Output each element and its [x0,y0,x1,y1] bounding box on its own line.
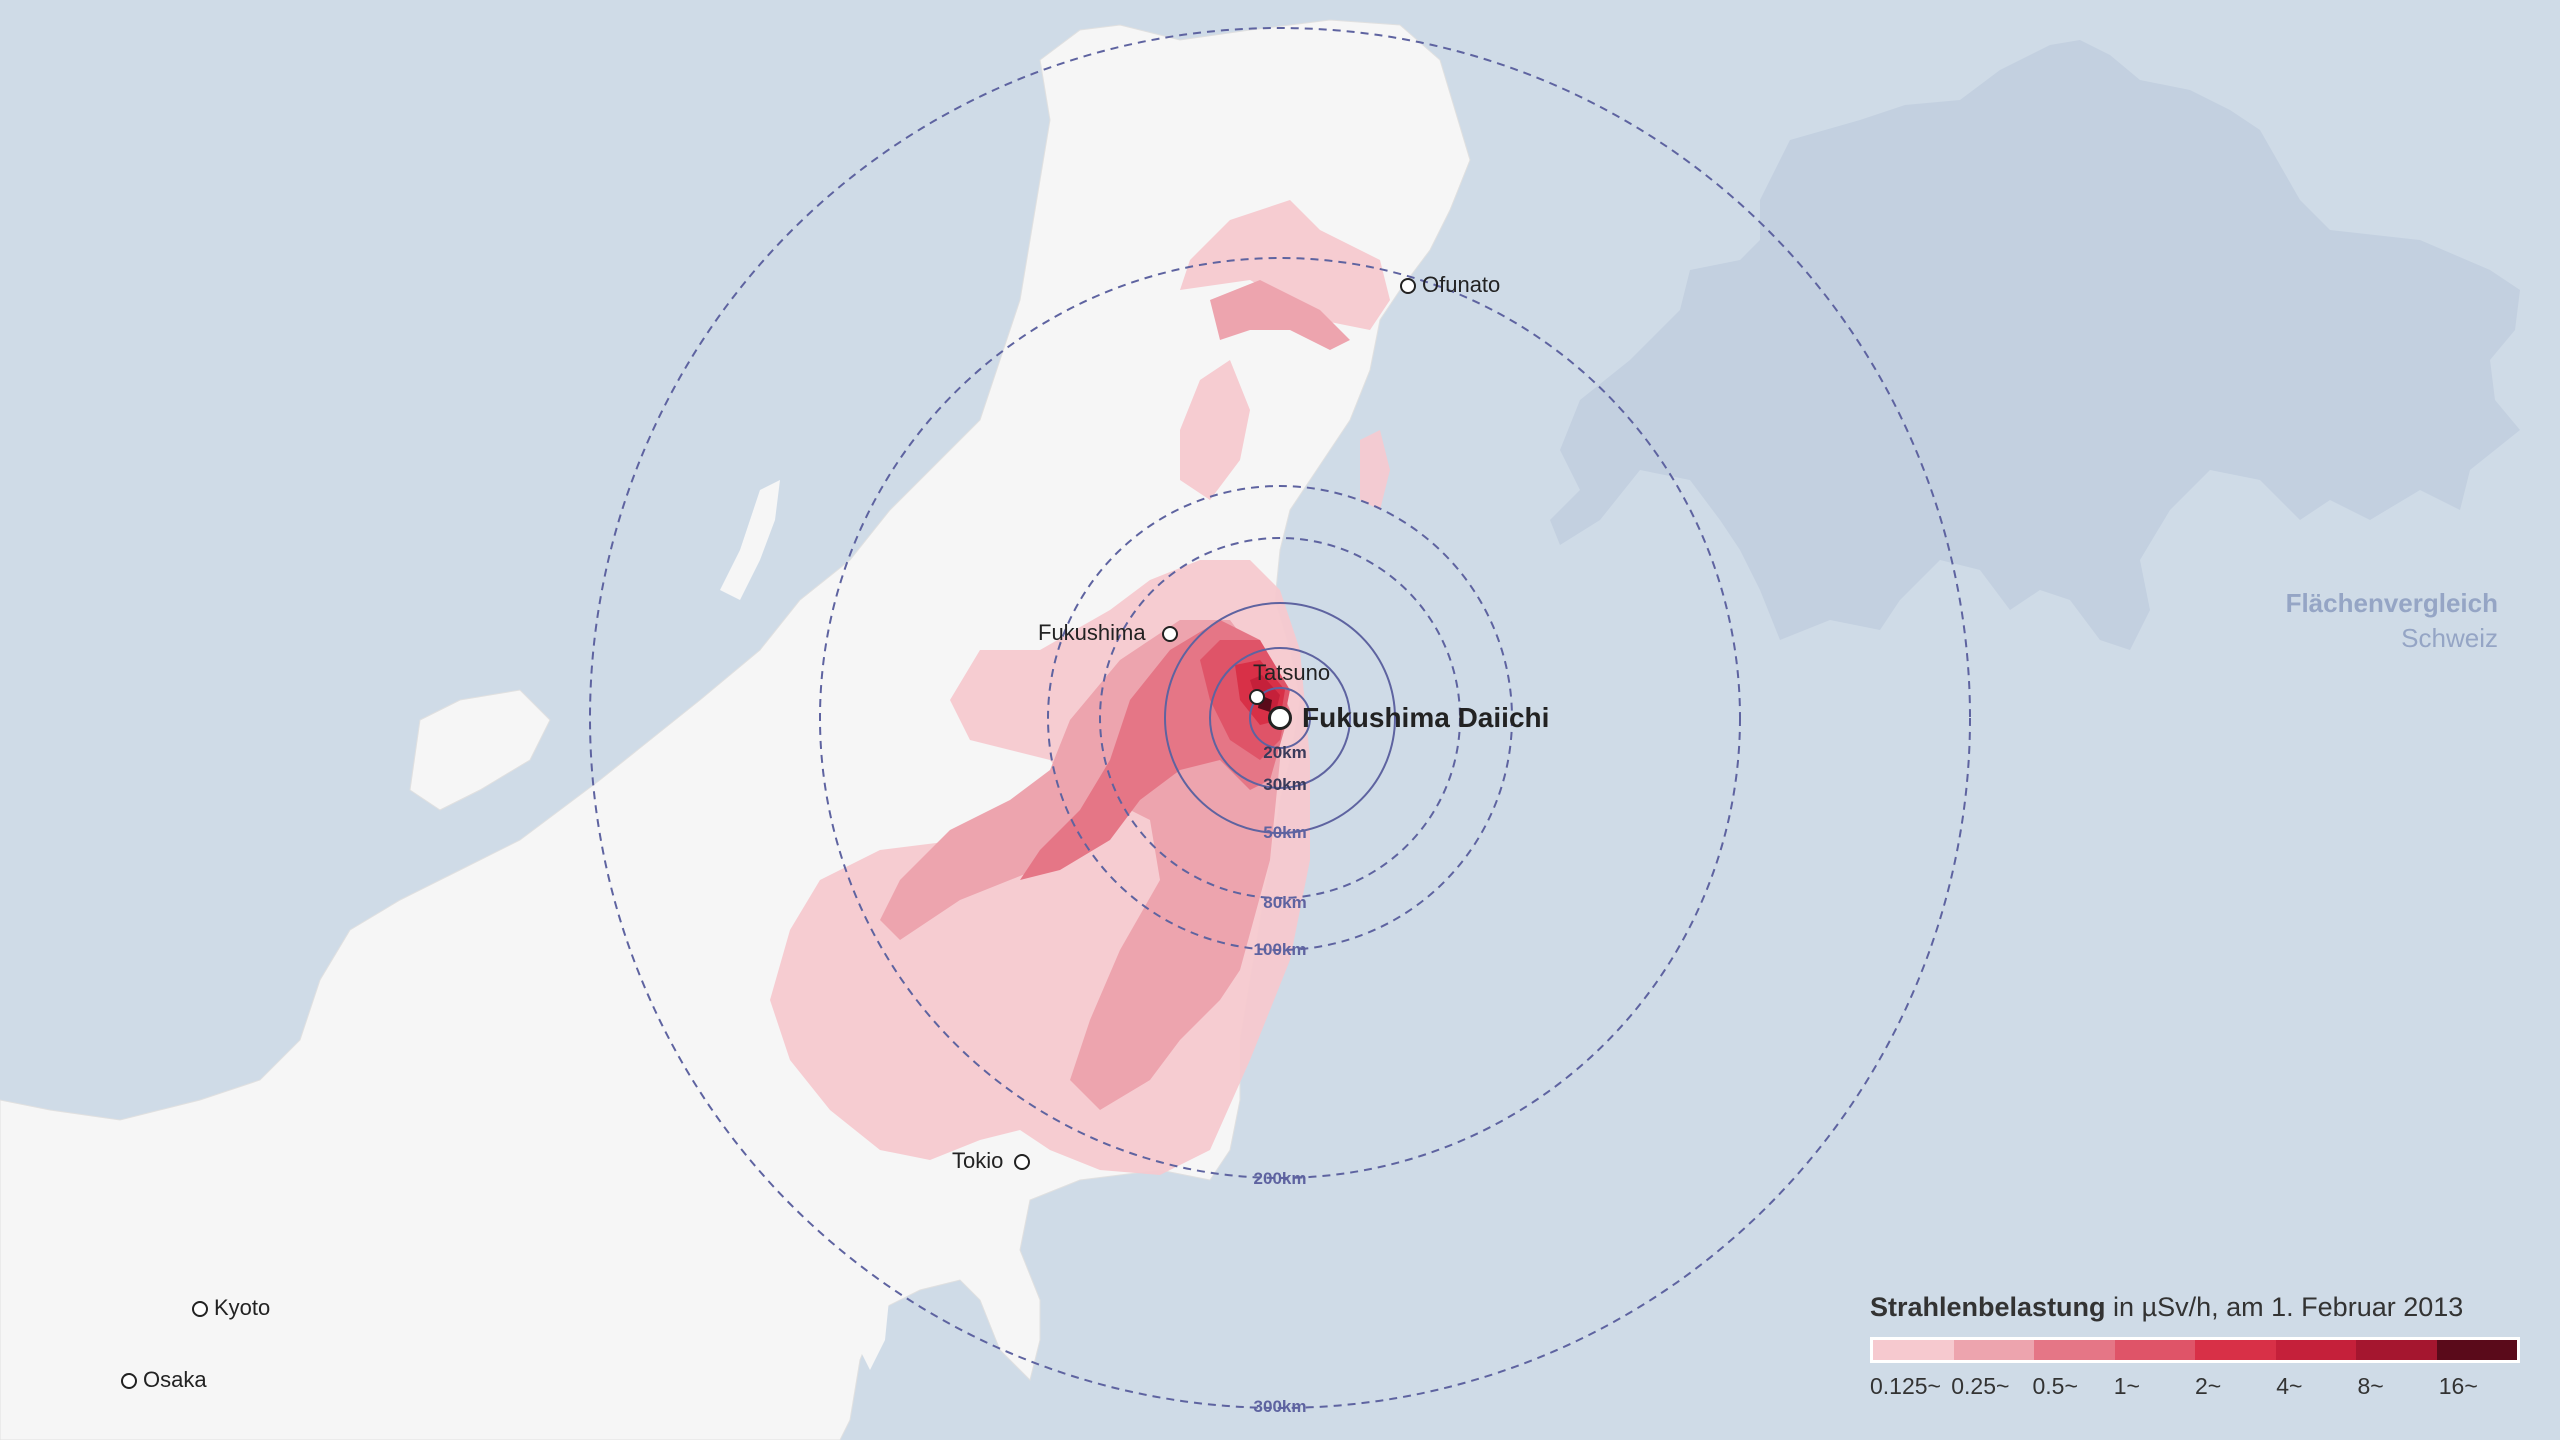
ring-label-80km: 80km [1263,893,1307,912]
ring-300km [589,27,1971,1409]
switzerland-shape [1550,40,2520,650]
legend-color-bar [1870,1337,2520,1363]
legend-title-bold: Strahlenbelastung [1870,1292,2106,1322]
legend-tick-label: 8~ [2357,1373,2384,1399]
fukushima-marker [1162,626,1178,642]
legend-swatch [2436,1340,2517,1360]
kyoto-label: Kyoto [214,1295,271,1320]
legend: Strahlenbelastung in µSv/h, am 1. Februa… [1870,1292,2520,1400]
legend-swatch [2275,1340,2356,1360]
ring-200km [819,257,1741,1179]
tatsuno-label: Tatsuno [1253,660,1331,685]
comparison-title: Flächenvergleich [2285,588,2498,618]
legend-tick-label: 2~ [2195,1373,2222,1399]
legend-swatch [2114,1340,2195,1360]
ring-label-100km: 100km [1253,940,1307,959]
tokio-marker [1014,1154,1030,1170]
ring-20km [1249,687,1311,749]
legend-tick-label: 4~ [2276,1373,2303,1399]
legend-tick-label: 0.5~ [2032,1373,2078,1399]
izu-peninsula [855,1290,890,1370]
ring-50km [1164,602,1396,834]
legend-tick-label: 1~ [2113,1373,2140,1399]
distance-rings [589,27,1971,1409]
legend-swatch [2356,1340,2437,1360]
legend-tick-label: 16~ [2438,1373,2478,1399]
ring-label-300km: 300km [1253,1397,1307,1416]
legend-swatch [1873,1340,1954,1360]
noto-peninsula [409,689,551,811]
tokio-label: Tokio [952,1148,1004,1173]
comparison-subtitle: Schweiz [2401,623,2498,653]
ring-100km [1047,485,1513,951]
legend-tick-label: 0.125~ [1870,1373,1941,1399]
comparison-label: Flächenvergleich Schweiz [2286,588,2498,654]
legend-title: Strahlenbelastung in µSv/h, am 1. Februa… [1870,1292,2520,1323]
legend-swatch [2195,1340,2276,1360]
ring-label-200km: 200km [1253,1169,1307,1188]
legend-tick-label: 0.25~ [1951,1373,2010,1399]
ofunato-marker [1400,278,1416,294]
ring-label-20km: 20km [1263,743,1307,762]
legend-ticks: 0.125~ 0.25~ 0.5~ 1~ 2~ 4~ 8~ 16~ [1870,1373,2520,1400]
osaka-label: Osaka [143,1367,207,1392]
daiichi-marker [1268,706,1292,730]
ofunato-label: Ofunato [1422,272,1501,297]
ring-80km [1099,537,1461,899]
fukushima-label: Fukushima [1038,620,1146,645]
ring-label-50km: 50km [1263,823,1307,842]
legend-swatch [1953,1340,2034,1360]
daiichi-label: Fukushima Daiichi [1302,702,1550,733]
kyoto-marker [192,1301,208,1317]
ring-label-30km: 30km [1263,775,1307,794]
ring-30km [1209,647,1351,789]
legend-swatch [2034,1340,2115,1360]
tatsuno-marker [1249,689,1265,705]
osaka-marker [121,1373,137,1389]
legend-title-rest: in µSv/h, am 1. Februar 2013 [2105,1292,2464,1322]
sado-island [720,480,780,600]
